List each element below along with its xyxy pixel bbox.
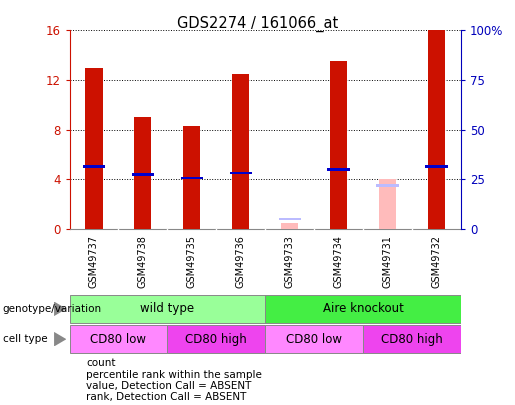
Bar <box>363 325 461 353</box>
Bar <box>279 218 301 220</box>
Bar <box>70 325 167 353</box>
Text: GSM49738: GSM49738 <box>138 235 148 288</box>
Text: GSM49734: GSM49734 <box>334 235 344 288</box>
Bar <box>132 173 154 176</box>
Text: GSM49736: GSM49736 <box>236 235 246 288</box>
Polygon shape <box>54 301 66 316</box>
Text: GSM49737: GSM49737 <box>89 235 99 288</box>
Text: CD80 high: CD80 high <box>381 333 443 346</box>
Text: GDS2274 / 161066_at: GDS2274 / 161066_at <box>177 16 338 32</box>
Bar <box>428 30 445 229</box>
Bar <box>232 74 249 229</box>
Bar <box>183 126 200 229</box>
Bar <box>376 184 399 187</box>
Text: rank, Detection Call = ABSENT: rank, Detection Call = ABSENT <box>86 392 246 402</box>
Bar <box>167 325 265 353</box>
Text: GSM49735: GSM49735 <box>187 235 197 288</box>
Bar <box>230 172 252 175</box>
Bar <box>85 68 102 229</box>
Text: CD80 low: CD80 low <box>286 333 342 346</box>
Bar <box>379 179 396 229</box>
Text: cell type: cell type <box>3 334 47 344</box>
Text: CD80 high: CD80 high <box>185 333 247 346</box>
Bar <box>134 117 151 229</box>
Bar <box>330 62 347 229</box>
Text: count: count <box>86 358 115 368</box>
Bar <box>425 166 448 168</box>
Text: Aire knockout: Aire knockout <box>322 302 404 315</box>
Text: wild type: wild type <box>140 302 195 315</box>
Text: value, Detection Call = ABSENT: value, Detection Call = ABSENT <box>86 381 251 391</box>
Bar <box>281 223 298 229</box>
Bar <box>181 177 203 179</box>
Bar <box>265 295 461 323</box>
Text: GSM49731: GSM49731 <box>383 235 392 288</box>
Text: GSM49732: GSM49732 <box>432 235 441 288</box>
Text: CD80 low: CD80 low <box>91 333 146 346</box>
Bar <box>265 325 363 353</box>
Bar <box>328 168 350 171</box>
Text: genotype/variation: genotype/variation <box>3 304 101 314</box>
Polygon shape <box>54 332 66 346</box>
Bar <box>70 295 265 323</box>
Text: percentile rank within the sample: percentile rank within the sample <box>86 370 262 379</box>
Text: GSM49733: GSM49733 <box>285 235 295 288</box>
Bar <box>83 166 105 168</box>
